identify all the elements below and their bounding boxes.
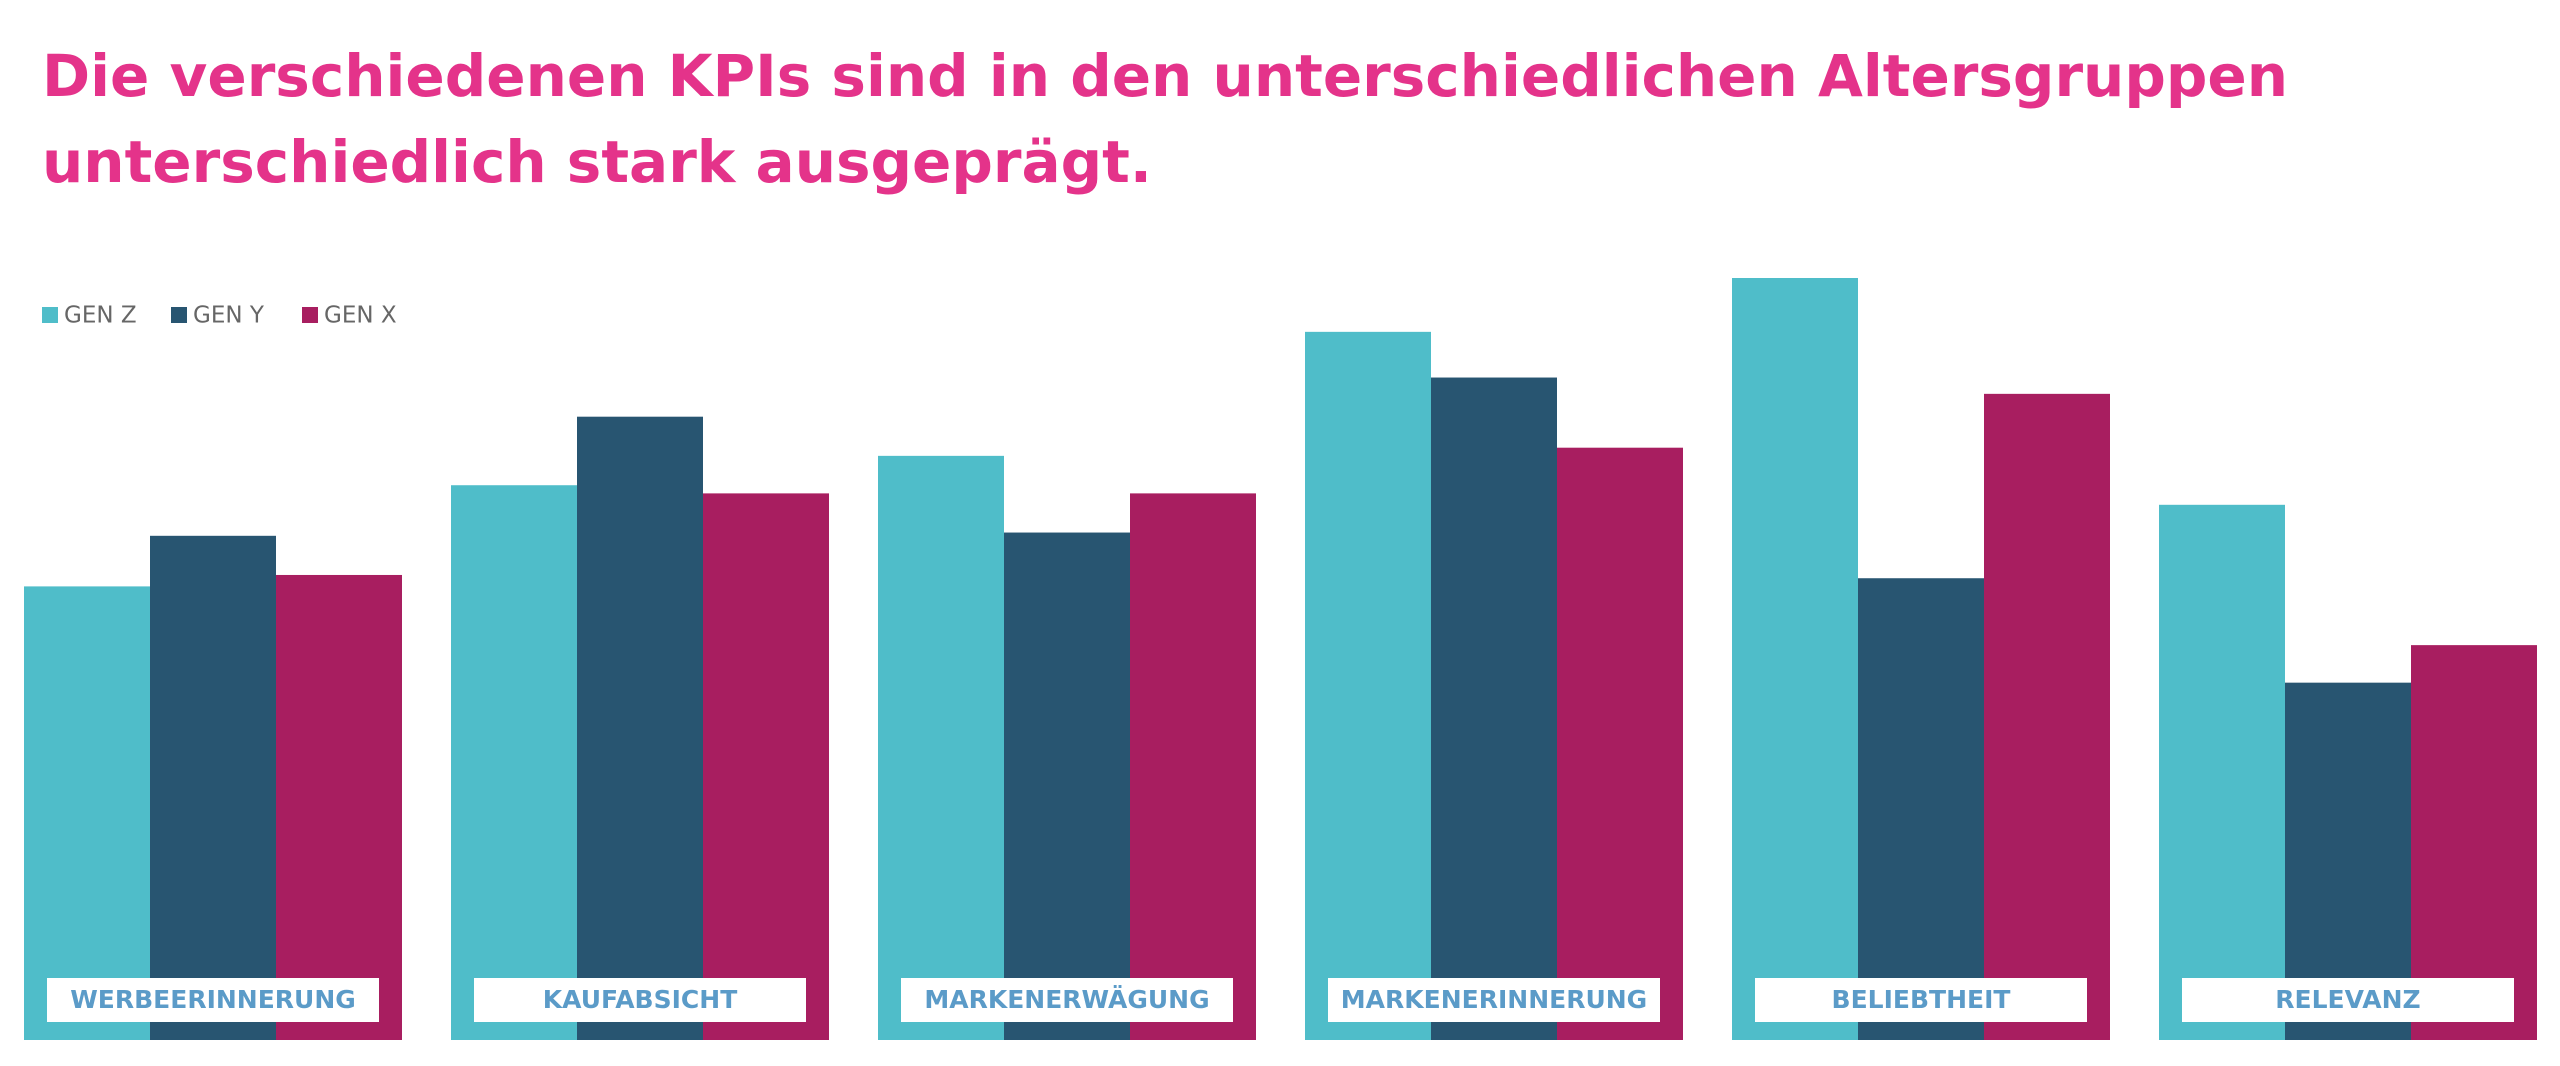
x-tick-label: MARKENERINNERUNG xyxy=(1341,985,1647,1014)
bar xyxy=(150,535,276,1040)
bar xyxy=(1557,447,1683,1040)
x-tick-label: KAUFABSICHT xyxy=(543,985,738,1014)
bar xyxy=(1305,331,1431,1040)
bar xyxy=(577,416,703,1040)
legend-swatch xyxy=(171,307,187,323)
bar xyxy=(451,485,577,1040)
bar xyxy=(878,455,1004,1041)
bar xyxy=(2159,504,2285,1040)
category-label-box xyxy=(1328,978,1660,1022)
category-label-box xyxy=(1755,978,2087,1022)
chart-title: Die verschiedenen KPIs sind in den unter… xyxy=(42,42,2288,110)
bar xyxy=(1984,393,2110,1040)
category-label-box xyxy=(2182,978,2514,1022)
category-label-box xyxy=(474,978,806,1022)
bar xyxy=(1004,532,1130,1040)
bar xyxy=(1130,493,1256,1040)
chart-title: unterschiedlich stark ausgeprägt. xyxy=(42,128,1152,196)
x-tick-label: BELIEBTHEIT xyxy=(1832,985,2011,1014)
legend-label: GEN Y xyxy=(193,303,265,329)
bar xyxy=(1858,578,1984,1040)
legend-swatch xyxy=(302,307,318,323)
bar xyxy=(276,574,402,1040)
legend-label: GEN Z xyxy=(64,303,137,329)
legend-label: GEN X xyxy=(324,303,397,329)
bar xyxy=(24,586,150,1040)
bar xyxy=(1431,377,1557,1040)
bar xyxy=(703,493,829,1040)
legend-swatch xyxy=(42,307,58,323)
bar xyxy=(2411,645,2537,1040)
x-tick-label: MARKENERWÄGUNG xyxy=(924,984,1209,1014)
x-tick-label: WERBEERINNERUNG xyxy=(70,985,356,1014)
bar xyxy=(1732,278,1858,1040)
x-tick-label: RELEVANZ xyxy=(2275,985,2420,1014)
category-label-box xyxy=(901,978,1233,1022)
category-label-box xyxy=(47,978,379,1022)
